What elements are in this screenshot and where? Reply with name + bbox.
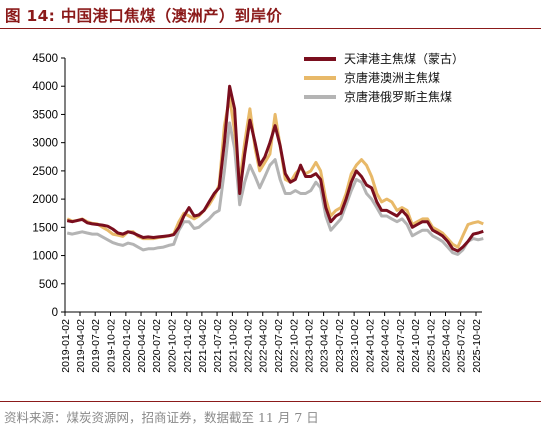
y-tick-label: 2500 bbox=[32, 166, 58, 178]
x-tick-label: 2023-04-02 bbox=[319, 319, 331, 373]
series-line-mongolia bbox=[66, 84, 484, 253]
x-axis: 2019-01-02 2019-04-02 2019-07-02 2019-10-02… bbox=[60, 311, 483, 373]
x-tick-label: 2023-07-02 bbox=[334, 319, 346, 373]
x-tick-label: 2025-10-02 bbox=[471, 319, 483, 373]
y-tick-label: 2000 bbox=[32, 194, 58, 206]
series-line-russia bbox=[66, 121, 484, 256]
y-tick-label: 4000 bbox=[32, 81, 58, 93]
legend-label-russia: 京唐港俄罗斯主焦煤 bbox=[344, 90, 453, 104]
x-tick-label: 2025-04-02 bbox=[440, 319, 452, 373]
x-tick-label: 2021-01-02 bbox=[182, 319, 194, 373]
x-tick-label: 2019-07-02 bbox=[90, 319, 102, 373]
x-tick-label: 2025-01-02 bbox=[425, 319, 437, 373]
x-tick-label: 2025-07-02 bbox=[456, 319, 468, 373]
series-line-australia bbox=[66, 96, 484, 249]
y-tick-label: 1500 bbox=[32, 222, 58, 234]
legend-swatch-australia bbox=[304, 76, 336, 80]
x-tick-label: 2024-10-02 bbox=[410, 319, 422, 373]
y-tick-label: 3000 bbox=[32, 138, 58, 150]
series-lines bbox=[66, 84, 484, 256]
title-rule bbox=[0, 28, 541, 29]
x-tick-label: 2022-07-02 bbox=[273, 319, 285, 373]
legend-label-mongolia: 天津港主焦煤（蒙古） bbox=[344, 52, 465, 66]
x-tick-label: 2022-10-02 bbox=[288, 319, 300, 373]
x-tick-label: 2020-01-02 bbox=[121, 319, 133, 373]
x-tick-label: 2021-04-02 bbox=[197, 319, 209, 373]
x-tick-label: 2024-01-02 bbox=[364, 319, 376, 373]
x-tick-label: 2020-07-02 bbox=[151, 319, 163, 373]
legend-label-australia: 京唐港澳洲主焦煤 bbox=[344, 71, 441, 85]
y-tick-label: 3500 bbox=[32, 109, 58, 121]
x-tick-label: 2019-04-02 bbox=[75, 319, 87, 373]
x-tick-label: 2021-07-02 bbox=[212, 319, 224, 373]
x-tick-label: 2022-04-02 bbox=[258, 319, 270, 373]
x-tick-label: 2021-10-02 bbox=[227, 319, 239, 373]
legend-swatch-mongolia bbox=[304, 57, 336, 61]
y-tick-label: 500 bbox=[39, 279, 58, 291]
figure-title: 图 14: 中国港口焦煤（澳洲产）到岸价 bbox=[5, 7, 283, 25]
y-tick-label: 0 bbox=[52, 307, 58, 319]
x-tick-label: 2023-01-02 bbox=[304, 319, 316, 373]
price-line-chart: 0 500 1000 1500 2000 2500 3000 3500 4000 4500 201… bbox=[32, 53, 484, 373]
x-tick-label: 2020-10-02 bbox=[167, 319, 179, 373]
x-tick-label: 2019-10-02 bbox=[106, 319, 118, 373]
x-tick-label: 2019-01-02 bbox=[60, 319, 72, 373]
y-tick-label: 1000 bbox=[32, 251, 58, 263]
footer-rule bbox=[0, 401, 541, 402]
x-tick-label: 2023-10-02 bbox=[349, 319, 361, 373]
x-tick-label: 2024-07-02 bbox=[395, 319, 407, 373]
legend-swatch-russia bbox=[304, 95, 336, 99]
x-tick-label: 2020-04-02 bbox=[136, 319, 148, 373]
x-tick-label: 2024-04-02 bbox=[380, 319, 392, 373]
y-axis: 0 500 1000 1500 2000 2500 3000 3500 4000 4500 bbox=[32, 53, 66, 319]
y-tick-label: 4500 bbox=[32, 53, 58, 65]
source-note: 资料来源：煤炭资源网，招商证券，数据截至 11 月 7 日 bbox=[4, 410, 319, 425]
x-tick-label: 2022-01-02 bbox=[243, 319, 255, 373]
